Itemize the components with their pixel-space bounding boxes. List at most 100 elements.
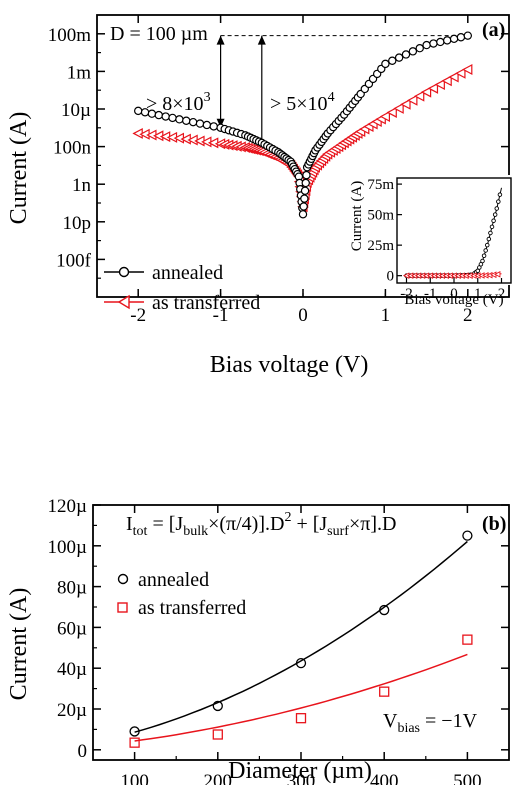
legend-b-annealed-label: annealed [138,569,209,591]
data-point-annealed [300,186,310,195]
data-point-annealed [299,202,308,211]
data-point-annealed [182,116,191,125]
ratio-arrow-annealed-head-bottom [216,118,225,128]
data-point-transferred [434,79,445,91]
panel-b-xtick-label: 500 [453,771,482,785]
inset-xlabel: Bias voltage (V) [404,292,503,308]
panel-b-ytick-label: 80µ [57,578,87,599]
panel-a-ytick-label: 100f [56,250,92,271]
panel-a-xtick-label: 0 [298,305,308,326]
data-point-transferred [462,634,473,645]
inset-point-annealed [494,206,500,211]
inset-point-annealed [486,236,492,242]
inset-ytick-label: 50m [367,208,394,224]
inset-xtick-label: -1 [424,286,437,302]
data-point-annealed [394,53,404,62]
data-point-annealed [449,34,459,44]
inset-point-annealed [492,212,498,217]
panel-b-xtick-label: 100 [120,771,149,785]
panel-b-xtick-label: 400 [370,771,399,785]
data-point-annealed [129,726,140,737]
inset-point-annealed [488,230,493,236]
inset-point-annealed [497,192,503,197]
data-point-transferred [455,67,466,79]
data-point-transferred [462,64,473,76]
legend-transferred-label: as transferred [152,292,260,314]
panel-b-ytick-label: 120µ [48,496,88,517]
data-point-annealed [147,109,157,118]
panel-b-ylabel: Current (A) [6,588,32,701]
inset-ytick-label: 0 [387,269,395,285]
data-point-annealed [422,40,431,50]
data-point-transferred [427,82,439,94]
legend-transferred-marker [117,294,130,310]
panel-a-ytick-label: 100m [48,25,92,46]
panel-a-ytick-label: 100n [53,138,92,159]
data-point-transferred [448,71,459,83]
panel-b-legend: annealed as transferred [117,569,246,619]
panel-a-ytick-label: 1m [67,62,92,83]
inset-point-annealed [489,224,495,230]
fit-curve-transferred [134,653,468,742]
data-point-transferred [407,94,418,106]
data-point-transferred [379,686,390,697]
data-point-annealed [429,39,438,48]
panel-b-ytick-label: 20µ [57,700,87,721]
panel-a-ytick-label: 10µ [61,100,91,121]
inset-point-annealed [480,258,485,264]
data-point-transferred [400,98,411,110]
data-point-annealed [209,122,218,131]
data-point-annealed [175,115,184,124]
data-point-annealed [408,47,418,56]
data-point-annealed [302,170,311,180]
legend-annealed-marker [118,266,130,278]
panel-b-ytick-label: 60µ [57,618,87,639]
data-point-annealed [202,120,212,130]
ratio-arrow-transferred-head-top [257,35,266,45]
bias-label: Vbias = −1V [383,710,478,736]
inset-frame [396,177,512,284]
panel-b-ytick-label: 0 [78,741,88,762]
data-point-annealed [161,112,170,121]
panel-b-xtick-label: 200 [204,771,233,785]
fit-curve-annealed [134,540,468,733]
panel-a-tag: (a) [482,19,505,41]
panel-a-diameter-label: D = 100 µm [110,23,208,45]
data-point-annealed [379,604,390,616]
data-point-transferred [393,102,404,114]
data-point-transferred [413,90,425,102]
data-point-annealed [300,194,309,203]
data-point-annealed [463,31,472,40]
ratio-arrow-annealed-head-top [216,35,225,45]
inset-point-annealed [483,248,488,253]
data-point-annealed [456,33,466,42]
panel-a: D = 100 µm (a) > 8×103 > 5×104 -2 -1 0 1 210… [6,14,516,378]
data-point-annealed [212,700,223,712]
panel-a-ytick-label: 1n [72,175,92,196]
legend-b-transferred-marker [117,602,128,613]
data-point-transferred [212,729,223,740]
ratio-label-transferred: > 5×104 [270,90,335,115]
data-point-annealed [415,44,424,53]
data-point-annealed [301,178,310,188]
data-point-transferred [420,86,432,98]
inset-point-annealed [485,242,490,248]
panel-a-xlabel: Bias voltage (V) [210,352,369,378]
inset-point-annealed [491,218,496,223]
panel-b-ytick-label: 40µ [57,659,87,680]
data-point-annealed [443,36,452,45]
legend-b-transferred-label: as transferred [138,597,246,619]
inset-xtick-label: -2 [400,286,413,302]
ratio-label-annealed: > 8×103 [146,90,211,115]
inset-xtick-label: 2 [498,286,506,302]
inset-xtick-label: 0 [450,286,458,302]
panel-a-xtick-label: 2 [463,305,473,326]
panel-b: 100 200 300 400 500 0 20µ 40µ 60µ 80µ 100µ 120µ (b)… [6,496,510,785]
data-point-annealed [188,117,198,127]
data-point-annealed [295,657,307,669]
data-point-annealed [401,50,411,59]
data-point-annealed [133,106,143,116]
